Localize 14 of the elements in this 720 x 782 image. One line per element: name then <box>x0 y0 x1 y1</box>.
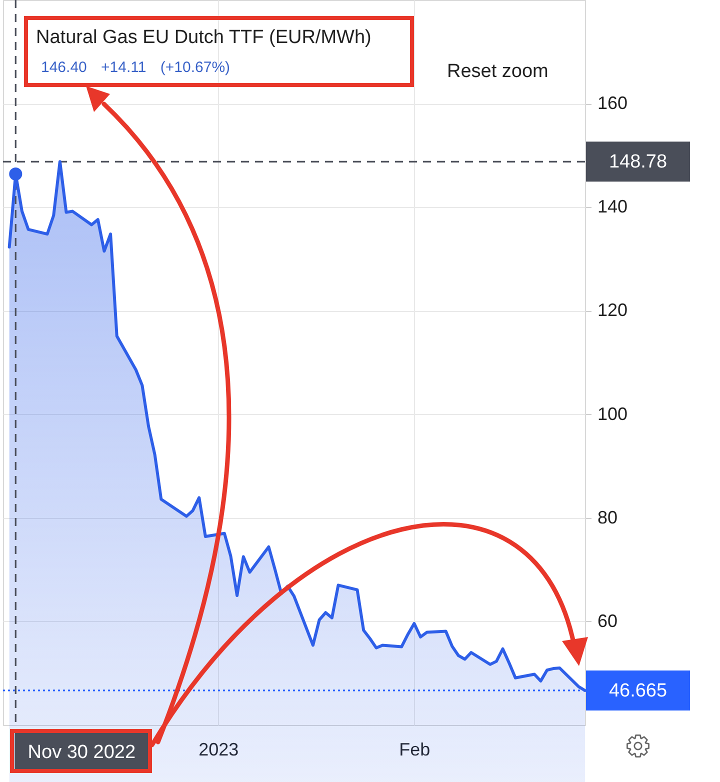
text: 146.40 +14.11 (+10.67%) <box>41 59 230 77</box>
text: Natural Gas EU Dutch TTF (EUR/MWh) <box>36 27 372 49</box>
ref-line-label: 46.665 <box>608 680 668 702</box>
ref-line-label: Nov 30 2022 <box>28 742 136 763</box>
y-tick-label: 160 <box>598 93 628 114</box>
y-tick-label: 140 <box>598 196 628 217</box>
annotation: Reset zoom <box>447 61 548 83</box>
ref-line-label: 148.78 <box>608 152 668 173</box>
y-tick-label: 120 <box>598 300 628 320</box>
x-tick-label: 2023 <box>198 740 239 760</box>
x-tick-label: Feb <box>399 740 430 760</box>
y-tick-label: 80 <box>598 507 618 528</box>
y-tick-label: 100 <box>598 404 628 424</box>
y-tick-label: 60 <box>598 610 618 631</box>
